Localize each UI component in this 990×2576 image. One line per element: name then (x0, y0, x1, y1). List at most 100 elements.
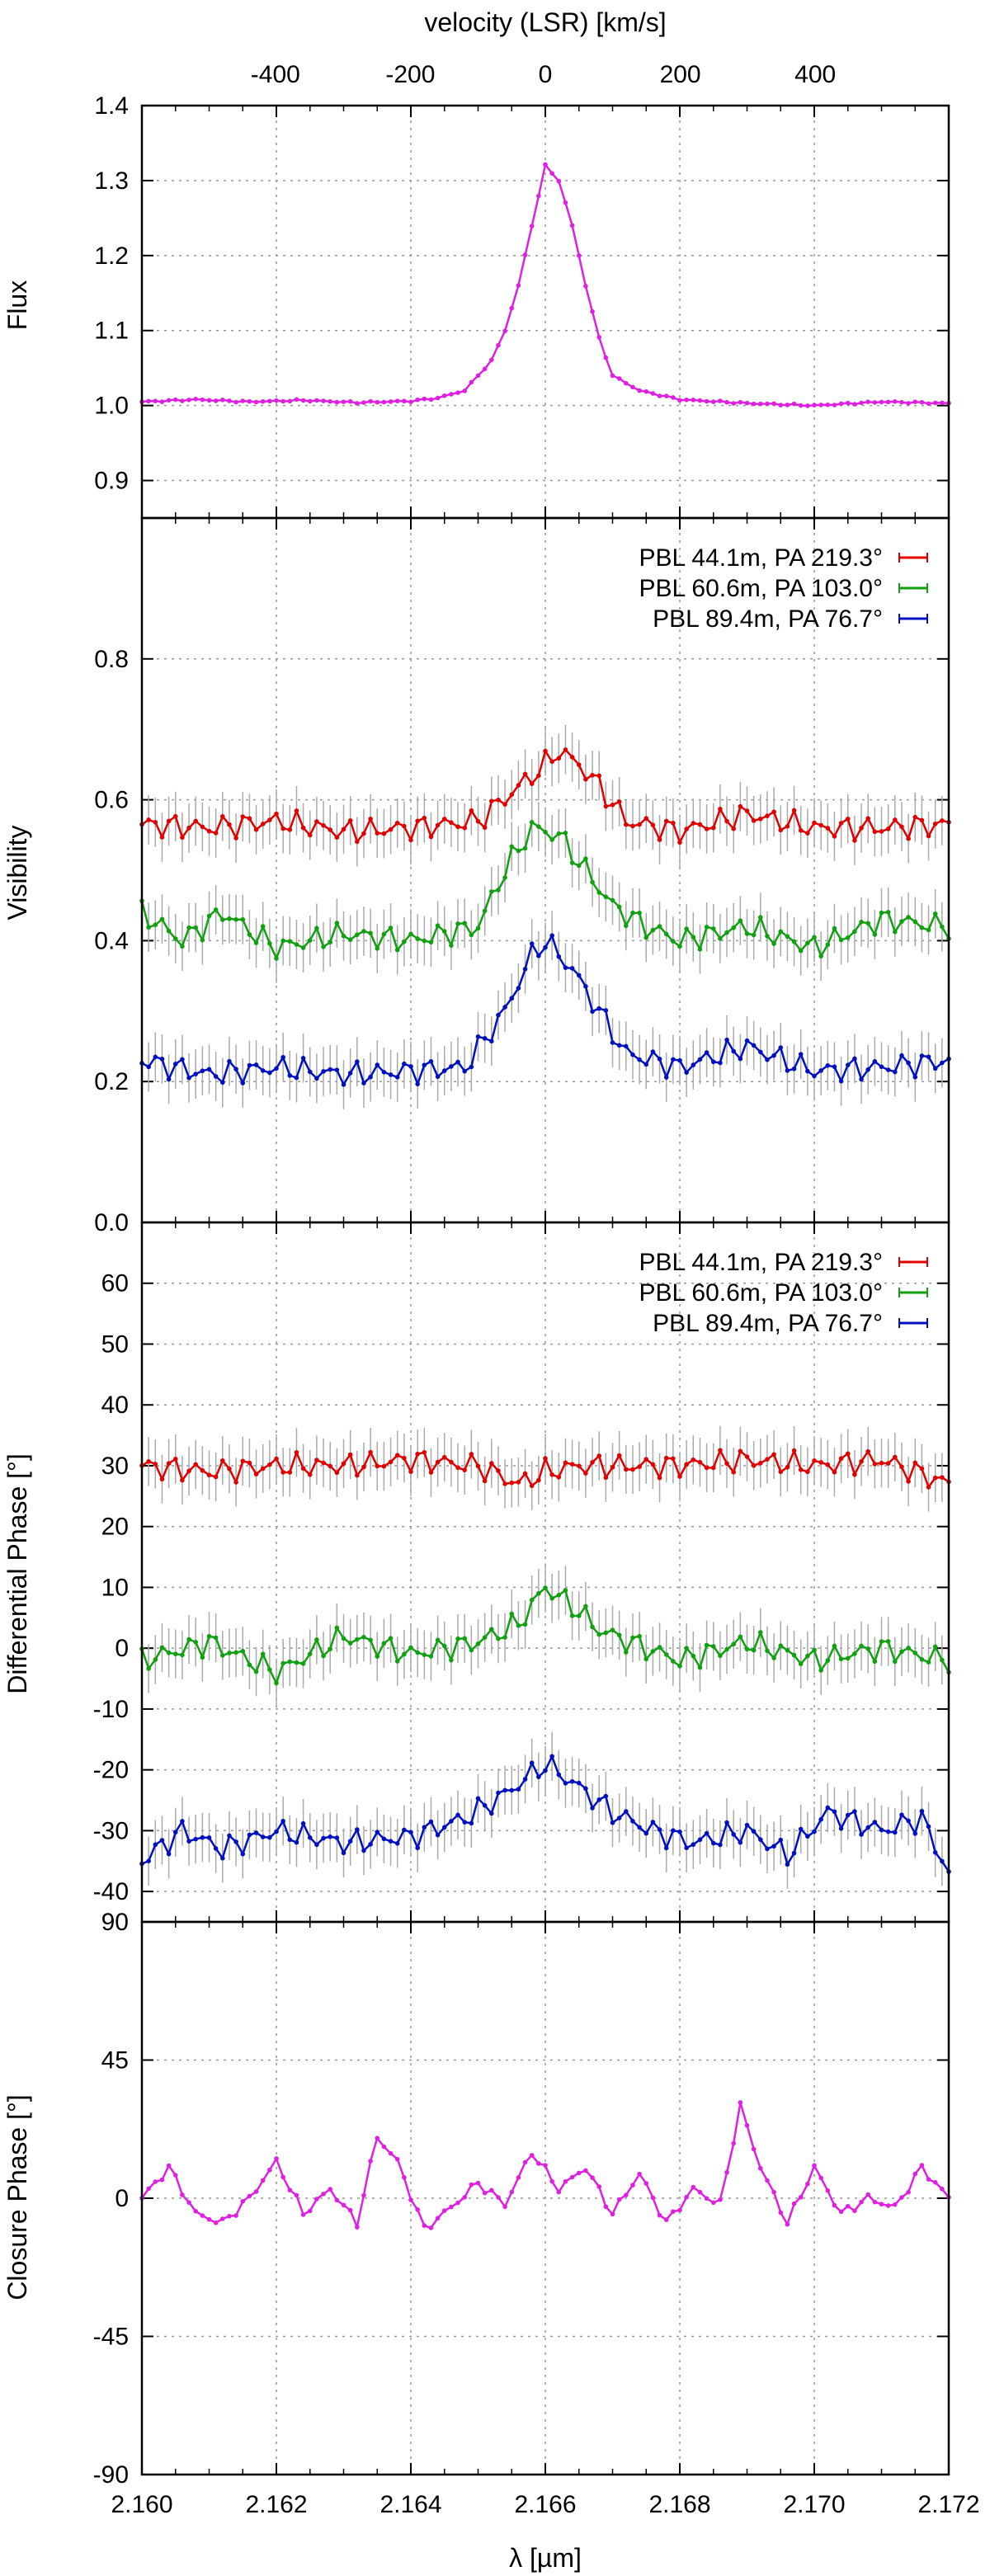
data-point (146, 1064, 151, 1070)
data-point (260, 1068, 266, 1073)
data-point (543, 1456, 548, 1461)
data-point (549, 1754, 554, 1759)
data-point (657, 1475, 662, 1481)
data-point (852, 2208, 857, 2214)
data-point (193, 1640, 198, 1645)
data-point (832, 2202, 837, 2208)
data-point (710, 1465, 716, 1471)
data-point (751, 932, 757, 938)
y-tick-label: 1.3 (94, 167, 129, 195)
data-point (845, 2203, 851, 2209)
data-point (206, 1472, 212, 1478)
data-point (765, 1457, 770, 1462)
data-point (919, 399, 925, 405)
data-point (832, 1064, 837, 1070)
data-point (475, 2180, 481, 2186)
data-point (616, 799, 622, 804)
data-point (253, 1472, 259, 1476)
data-point (274, 1456, 279, 1462)
data-point (435, 395, 441, 401)
data-point (785, 1068, 790, 1073)
data-point (355, 2225, 360, 2230)
data-point (274, 2156, 279, 2161)
data-point (516, 2175, 521, 2180)
data-point (402, 2174, 407, 2180)
data-point (227, 1833, 232, 1839)
data-point (569, 1462, 575, 1467)
data-point (220, 398, 225, 403)
data-point (879, 2202, 884, 2207)
data-point (267, 1834, 272, 1840)
data-point (543, 944, 548, 950)
data-point (852, 1651, 857, 1656)
data-point (798, 403, 804, 408)
data-point (845, 1062, 851, 1067)
data-point (475, 1796, 481, 1801)
data-point (798, 827, 804, 833)
data-point (724, 818, 729, 824)
data-point (906, 1818, 911, 1824)
data-point (543, 162, 548, 167)
data-point (637, 910, 642, 916)
data-point (166, 1650, 172, 1655)
data-point (812, 1458, 817, 1463)
data-point (859, 1832, 864, 1837)
data-point (253, 1669, 259, 1674)
legend-entry-label: PBL 44.1m, PA 219.3° (639, 1249, 883, 1276)
data-point (334, 921, 340, 925)
data-point (355, 1059, 360, 1064)
data-point (919, 1808, 925, 1814)
data-point (885, 1067, 891, 1072)
data-point (650, 1820, 656, 1825)
data-point (644, 816, 649, 821)
data-point (153, 1054, 158, 1060)
data-point (347, 937, 353, 943)
data-point (576, 1463, 582, 1468)
data-point (422, 1825, 427, 1830)
data-point (677, 944, 682, 949)
data-point (718, 807, 723, 812)
data-point (838, 1078, 844, 1084)
data-point (778, 2210, 784, 2216)
data-point (321, 1460, 326, 1466)
data-point (482, 366, 488, 372)
data-point (180, 1477, 185, 1483)
data-point (428, 1654, 434, 1659)
data-point (616, 1815, 622, 1820)
data-point (328, 940, 333, 945)
data-point (744, 400, 750, 406)
data-point (240, 2198, 246, 2204)
data-point (294, 942, 299, 947)
data-point (906, 1479, 911, 1484)
data-point (233, 1650, 238, 1655)
data-point (247, 1460, 252, 1466)
data-point (509, 2189, 515, 2195)
data-point (657, 1057, 662, 1062)
data-point (657, 837, 662, 842)
data-point (738, 803, 743, 809)
data-point (193, 1462, 198, 1467)
data-point (213, 1074, 219, 1079)
data-point (462, 389, 467, 393)
data-point (375, 1463, 380, 1469)
data-point (583, 856, 588, 861)
data-point (375, 946, 380, 951)
x-tick-label: 2.164 (380, 2491, 441, 2518)
y-tick-label: 20 (101, 1514, 129, 1541)
data-point (879, 1460, 884, 1466)
data-point (146, 817, 151, 822)
data-point (368, 1637, 373, 1643)
top-tick-label: 0 (539, 61, 553, 88)
data-point (422, 396, 427, 402)
data-point (704, 398, 710, 404)
data-point (280, 1470, 285, 1475)
data-point (563, 747, 568, 752)
data-point (704, 1830, 710, 1836)
series-2-1 (139, 1563, 951, 1708)
data-point (791, 2201, 797, 2206)
data-point (671, 1456, 676, 1462)
data-point (172, 397, 178, 403)
data-point (314, 1458, 319, 1462)
data-point (287, 1659, 293, 1665)
y-tick-label: -20 (93, 1757, 129, 1784)
